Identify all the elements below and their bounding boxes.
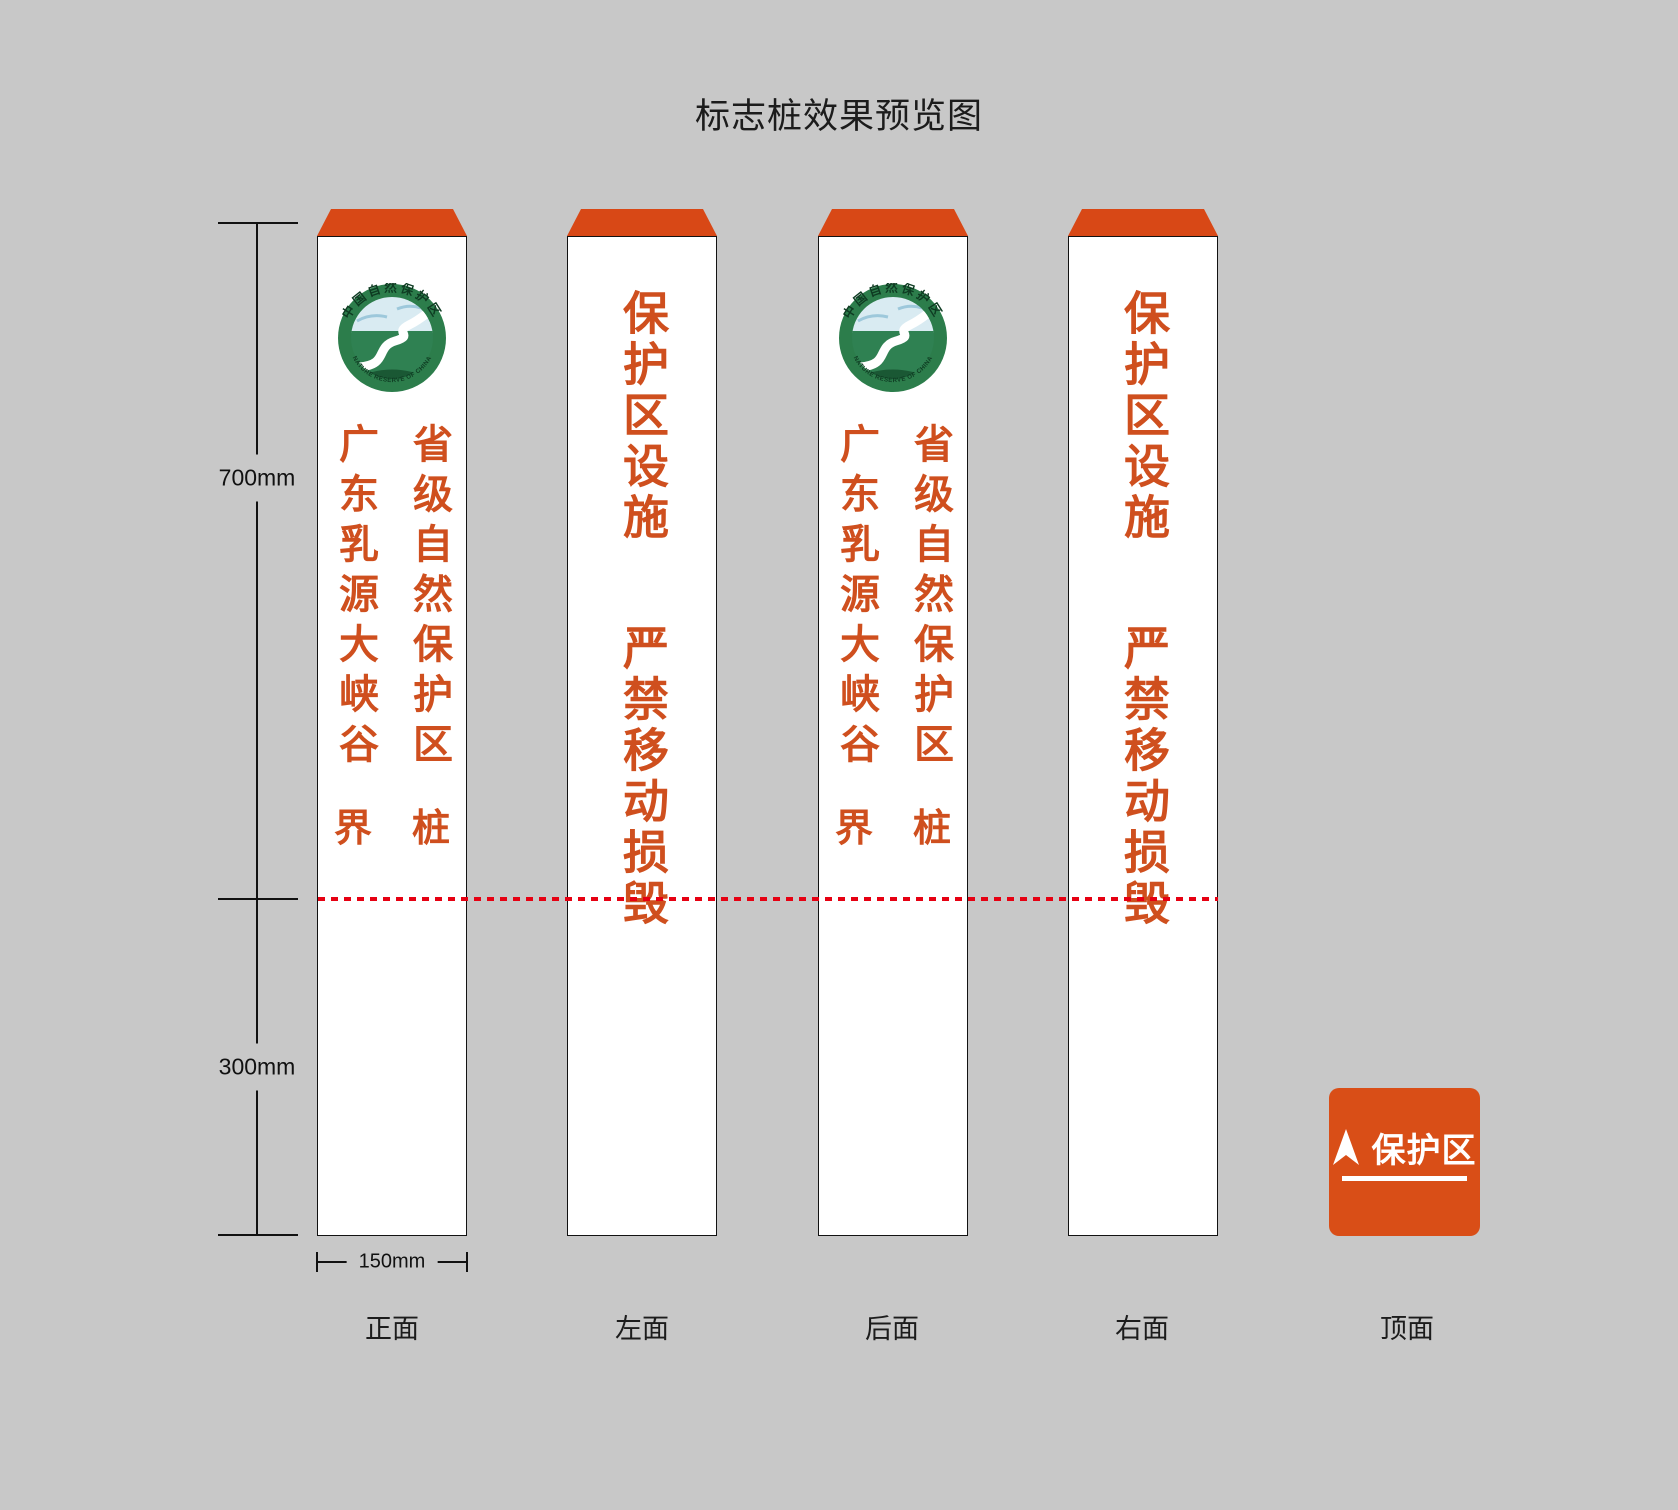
post-text-column-right: 省级自然保护区	[908, 423, 953, 773]
post-body: 保护区设施 严禁移动损毁	[1068, 236, 1218, 1236]
post-body: 保护区设施 严禁移动损毁	[567, 236, 717, 1236]
height-dimension-line	[256, 222, 258, 1236]
marker-post-left-face: 保护区设施 严禁移动损毁	[567, 209, 717, 1236]
post-cap	[818, 209, 968, 236]
face-label-front: 正面	[365, 1314, 419, 1344]
face-label-left: 左面	[615, 1314, 669, 1344]
post-text-boundary-char: 界	[333, 808, 372, 850]
dimension-tick-top	[218, 222, 298, 224]
marker-post-front-face: 中国自然保护区 NATURE RESERVE OF CHINA 广东乳源大峡谷 …	[317, 209, 467, 1236]
face-label-right: 右面	[1115, 1314, 1169, 1344]
dimension-label-700mm: 700mm	[216, 454, 298, 502]
north-arrow-icon	[1332, 1129, 1359, 1165]
post-cap	[317, 209, 467, 236]
post-cap	[567, 209, 717, 236]
ground-level-dotted-line	[318, 897, 1218, 901]
post-text-stake-char: 桩	[913, 808, 952, 850]
post-text-stake-char: 桩	[412, 808, 451, 850]
face-label-back: 后面	[865, 1314, 919, 1344]
post-warning-line2: 严禁移动损毁	[617, 624, 668, 930]
post-text-column-left: 广东乳源大峡谷	[834, 423, 879, 773]
post-body: 中国自然保护区 NATURE RESERVE OF CHINA 广东乳源大峡谷 …	[818, 236, 968, 1236]
post-text-boundary-char: 界	[834, 808, 873, 850]
width-dimension-tick-left	[316, 1252, 318, 1272]
dimension-label-300mm: 300mm	[216, 1043, 298, 1091]
width-dimension-tick-right	[466, 1252, 468, 1272]
post-cap	[1068, 209, 1218, 236]
marker-post-right-face: 保护区设施 严禁移动损毁	[1068, 209, 1218, 1236]
nature-reserve-logo: 中国自然保护区 NATURE RESERVE OF CHINA	[839, 283, 947, 392]
post-top-face-view: 保护区	[1329, 1088, 1480, 1236]
post-text-column-right: 省级自然保护区	[407, 423, 452, 773]
dimension-tick-bottom	[218, 1234, 298, 1236]
top-face-text: 保护区	[1371, 1131, 1477, 1170]
page-title: 标志桩效果预览图	[694, 97, 983, 136]
post-text-column-left: 广东乳源大峡谷	[333, 423, 378, 773]
post-body: 中国自然保护区 NATURE RESERVE OF CHINA 广东乳源大峡谷 …	[317, 236, 467, 1236]
post-warning-line1: 保护区设施	[617, 289, 668, 544]
marker-post-back-face: 中国自然保护区 NATURE RESERVE OF CHINA 广东乳源大峡谷 …	[818, 209, 968, 1236]
post-warning-line2: 严禁移动损毁	[1118, 624, 1169, 930]
top-face-divider-line	[1342, 1176, 1467, 1181]
face-label-top: 顶面	[1380, 1314, 1434, 1344]
post-warning-line1: 保护区设施	[1118, 289, 1169, 544]
dimension-tick-middle	[218, 898, 298, 900]
nature-reserve-logo: 中国自然保护区 NATURE RESERVE OF CHINA	[338, 283, 446, 392]
dimension-label-150mm: 150mm	[346, 1248, 438, 1276]
